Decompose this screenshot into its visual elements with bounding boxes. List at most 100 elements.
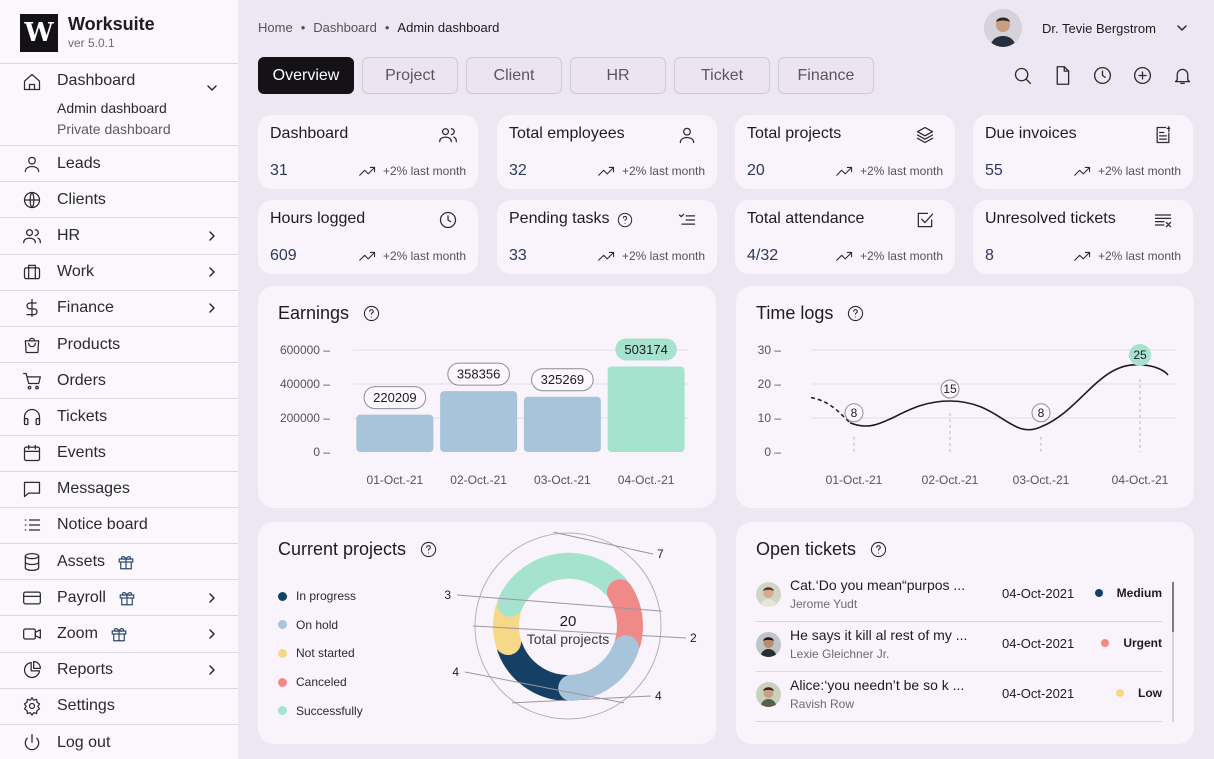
ticket-message: Alice:‘you needn’t be so k ... (790, 677, 965, 693)
y-tick-label: 10 – (758, 411, 782, 425)
sidebar-item-label: Orders (57, 371, 106, 389)
chevron-down-icon[interactable] (1176, 22, 1188, 34)
ticket-row[interactable]: Cat.‘Do you mean“purpos ... Jerome Yudt … (756, 572, 1162, 622)
document-icon[interactable] (1052, 65, 1073, 86)
list-icon (24, 519, 41, 532)
sidebar-item-reports[interactable]: Reports (0, 653, 238, 689)
stat-card-due-invoices[interactable]: Due invoices 55 +2% last month (973, 115, 1193, 189)
trend-up-icon (836, 166, 853, 176)
stat-value: 31 (270, 162, 288, 179)
point-marker (940, 379, 960, 399)
stat-trend: +2% last month (359, 164, 466, 178)
invoice-icon (1156, 126, 1171, 144)
sidebar-item-tickets[interactable]: Tickets (0, 399, 238, 436)
leader-line (456, 594, 662, 612)
sidebar-item-payroll[interactable]: Payroll (0, 580, 238, 617)
breadcrumb-home[interactable]: Home (258, 20, 293, 35)
sidebar-item-orders[interactable]: Orders (0, 363, 238, 400)
help-icon[interactable] (617, 212, 633, 228)
sidebar-item-events[interactable]: Events (0, 436, 238, 472)
stat-card-unresolved-tickets[interactable]: Unresolved tickets 8 +2% last month (973, 200, 1193, 274)
scrollbar-thumb[interactable] (1172, 582, 1174, 632)
tab-bar: Overview Project Client HR Ticket Financ… (258, 57, 874, 94)
chevron-right-icon[interactable] (206, 266, 218, 278)
stat-card-hours-logged[interactable]: Hours logged 609 +2% last month (258, 200, 478, 274)
sidebar-item-assets[interactable]: Assets (0, 544, 238, 581)
sidebar-item-label: Settings (57, 697, 115, 715)
sidebar-item-label: Assets (57, 552, 106, 570)
segment-value-label: 2 (690, 631, 697, 645)
x-tick-label: 03-Oct.-21 (534, 473, 591, 487)
sidebar-item-work[interactable]: Work (0, 255, 238, 291)
timelogs-chart: 30 – 20 – 10 – 0 – 8 01-Oct.-21 15 02-Oct.-21 8 0… (758, 343, 1176, 487)
help-icon[interactable] (363, 305, 380, 322)
series-line (849, 364, 1169, 431)
tickets-scrollbar[interactable] (1172, 582, 1174, 722)
help-icon[interactable] (420, 541, 437, 558)
app-logo[interactable]: W (20, 14, 58, 52)
breadcrumb-dashboard[interactable]: Dashboard (313, 20, 377, 35)
bar (607, 366, 685, 452)
tab-ticket[interactable]: Ticket (674, 57, 770, 94)
projects-title: Current projects (278, 539, 407, 559)
help-icon[interactable] (847, 305, 864, 322)
sidebar-item-finance[interactable]: Finance (0, 291, 238, 327)
chevron-right-icon[interactable] (206, 592, 218, 604)
trend-up-icon (1074, 166, 1091, 176)
sidebar-item-hr[interactable]: HR (0, 218, 238, 255)
stat-card-pending-tasks[interactable]: Pending tasks 33 +2% last month (497, 200, 717, 274)
segment-value-label: 7 (657, 547, 664, 561)
sidebar-subitem-admin-dashboard[interactable]: Admin dashboard (57, 100, 167, 116)
avatar[interactable] (984, 9, 1022, 47)
clock-icon[interactable] (1092, 65, 1113, 86)
plus-circle-icon[interactable] (1132, 65, 1153, 86)
help-icon[interactable] (870, 541, 887, 558)
sidebar-item-leads[interactable]: Leads (0, 146, 238, 183)
sidebar-item-label: Payroll (57, 588, 106, 606)
chevron-right-icon[interactable] (206, 302, 218, 314)
stat-value: 32 (509, 162, 527, 179)
stat-trend: +2% last month (598, 164, 705, 178)
stat-card-dashboard[interactable]: Dashboard 31 +2% last month (258, 115, 478, 189)
bell-icon[interactable] (1172, 65, 1193, 86)
stat-card-total-employees[interactable]: Total employees 32 +2% last month (497, 115, 717, 189)
stat-title: Unresolved tickets (985, 210, 1116, 227)
breadcrumb-current: Admin dashboard (397, 20, 500, 35)
dollar-icon (26, 299, 38, 318)
user-menu[interactable]: Dr. Tevie Bergstrom (984, 9, 1188, 47)
tab-hr[interactable]: HR (570, 57, 666, 94)
y-tick-label: 30 – (758, 343, 782, 357)
sidebar-item-label: Log out (57, 733, 111, 751)
sidebar-item-zoom[interactable]: Zoom (0, 616, 238, 653)
ticket-row[interactable]: He says it kill al rest of my ... Lexie … (756, 622, 1162, 672)
brand[interactable]: W Worksuite ver 5.0.1 (20, 14, 155, 52)
sidebar-item-clients[interactable]: Clients (0, 182, 238, 219)
sidebar-item-products[interactable]: Products (0, 327, 238, 364)
tab-project[interactable]: Project (362, 57, 458, 94)
tab-client[interactable]: Client (466, 57, 562, 94)
donut-segment (606, 579, 643, 656)
donut-center-value: 20 (560, 613, 577, 630)
ticket-priority: Medium (1094, 586, 1162, 600)
sidebar-item-notice-board[interactable]: Notice board (0, 508, 238, 545)
search-icon[interactable] (1012, 65, 1033, 86)
tab-overview[interactable]: Overview (258, 57, 354, 94)
legend-item: On hold (278, 611, 363, 640)
sidebar-item-dashboard[interactable]: Dashboard Admin dashboard Private dashbo… (0, 64, 238, 146)
chevron-right-icon[interactable] (206, 664, 218, 676)
chevron-right-icon[interactable] (206, 628, 218, 640)
ticket-row[interactable]: Alice:‘you needn’t be so k ... Ravish Ro… (756, 672, 1162, 722)
sidebar-item-logout[interactable]: Log out (0, 725, 238, 759)
sidebar-item-settings[interactable]: Settings (0, 689, 238, 725)
sidebar-subitem-private-dashboard[interactable]: Private dashboard (57, 121, 171, 137)
sidebar-item-messages[interactable]: Messages (0, 472, 238, 508)
stat-card-total-attendance[interactable]: Total attendance 4/32 +2% last month (735, 200, 955, 274)
point-marker (1129, 344, 1151, 366)
stat-title: Hours logged (270, 210, 366, 227)
tab-finance[interactable]: Finance (778, 57, 874, 94)
chevron-down-icon[interactable] (206, 82, 218, 94)
chevron-right-icon[interactable] (206, 230, 218, 242)
data-label-pill (531, 368, 594, 392)
stat-value: 609 (270, 247, 297, 264)
stat-card-total-projects[interactable]: Total projects 20 +2% last month (735, 115, 955, 189)
